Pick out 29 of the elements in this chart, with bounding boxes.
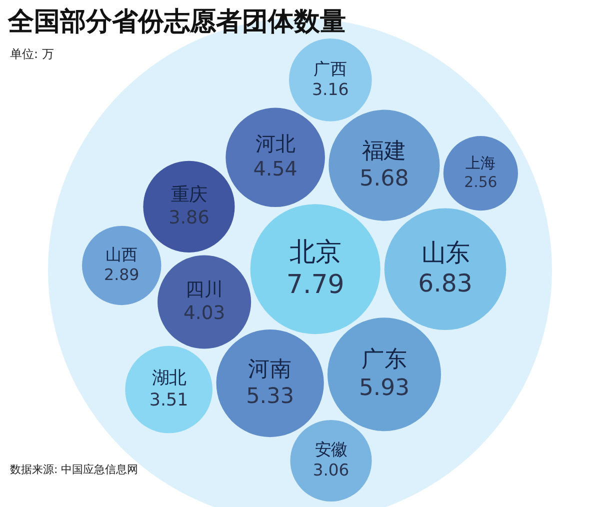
data-label: 5.68 [359, 166, 409, 192]
category-label: 山东 [421, 238, 470, 267]
category-label: 安徽 [315, 440, 348, 460]
data-label: 3.16 [312, 80, 349, 99]
source-note: 数据来源: 中国应急信息网 [10, 462, 138, 477]
data-label: 2.56 [464, 172, 498, 191]
data-label: 6.83 [418, 268, 472, 298]
data-label: 7.79 [286, 270, 344, 300]
category-label: 广东 [361, 346, 408, 373]
category-label: 上海 [466, 154, 496, 172]
data-label: 4.54 [253, 157, 298, 180]
category-label: 北京 [289, 237, 342, 268]
category-label: 山西 [106, 245, 138, 264]
data-label: 3.06 [312, 460, 350, 480]
category-label: 福建 [362, 138, 406, 164]
category-label: 河南 [248, 356, 292, 382]
text: 单位: 万 [10, 46, 54, 63]
data-label: 3.86 [168, 207, 210, 228]
data-label: 5.33 [246, 384, 294, 409]
data-label: 2.89 [104, 264, 140, 284]
category-label: 河北 [255, 132, 296, 156]
category-label: 重庆 [170, 184, 207, 206]
data-label: 4.03 [184, 303, 226, 324]
text: 全国部分省份志愿者团体数量 [8, 6, 346, 39]
category-label: 四川 [185, 280, 224, 301]
data-label: 5.93 [358, 374, 410, 401]
data-label: 3.51 [149, 390, 188, 410]
category-label: 湖北 [152, 368, 186, 389]
category-label: 广西 [313, 59, 348, 78]
